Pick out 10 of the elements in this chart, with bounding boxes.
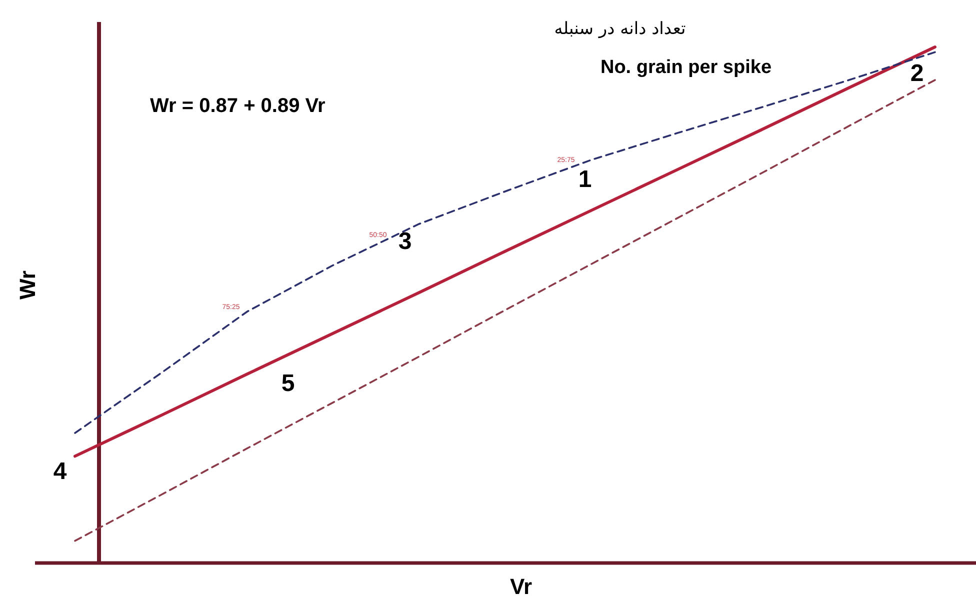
annotation: 3 [398, 228, 412, 255]
annotation: 1 [578, 166, 592, 193]
annotation: 4 [53, 458, 68, 485]
chart-title: تعداد دانه در سنبله [554, 19, 686, 39]
y-axis-title: Wr [15, 270, 40, 300]
annotation: Wr = 0.87 + 0.89 Vr [150, 95, 326, 117]
x-axis-title: Vr [510, 574, 532, 599]
annotation: 2 [910, 60, 924, 87]
text: No. grain per spike [600, 57, 772, 78]
annotation: 5 [281, 370, 295, 397]
